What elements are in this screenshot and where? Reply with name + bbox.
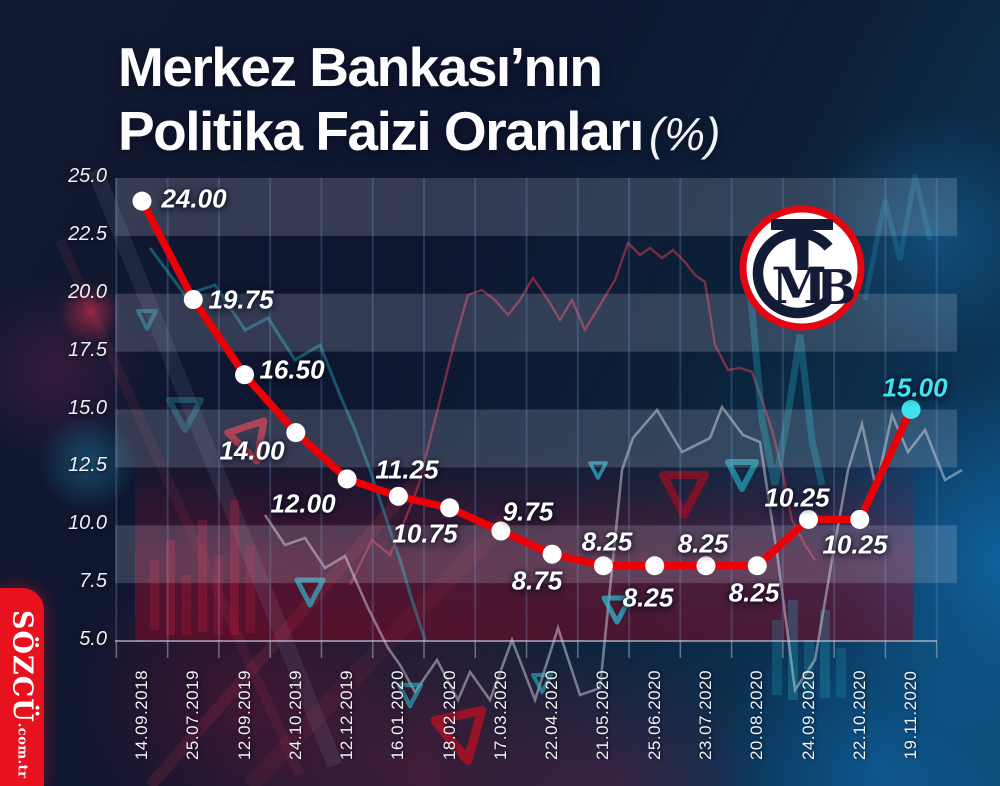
rate-series-line xyxy=(138,197,915,570)
x-axis-label: 22.10.2020 xyxy=(849,669,869,761)
data-point-marker xyxy=(388,486,408,506)
title-line-1: Merkez Bankası’nın xyxy=(118,36,603,98)
triangle-down-icon xyxy=(601,595,633,625)
data-point-label: 8.25 xyxy=(622,582,674,613)
triangle-down-icon xyxy=(588,461,608,480)
gray-decor-line xyxy=(263,404,963,704)
data-point-marker xyxy=(286,423,306,443)
triangle-down-icon xyxy=(136,309,158,331)
grid-band xyxy=(115,525,957,584)
y-axis-label: 5.0 xyxy=(79,628,107,650)
grid-band xyxy=(115,409,957,468)
data-point-label: 11.25 xyxy=(375,454,439,485)
tcmb-letter-m: M xyxy=(771,256,826,315)
data-point-label: 8.25 xyxy=(581,526,633,557)
teal-decor-right xyxy=(862,174,933,301)
light-streaks xyxy=(55,167,517,786)
triangle-down-icon xyxy=(430,706,487,765)
data-point-label: 10.25 xyxy=(764,482,830,513)
teal-decor-thick xyxy=(743,254,826,486)
y-axis-label: 17.5 xyxy=(68,338,107,361)
x-axis-label: 14.09.2018 xyxy=(132,669,151,761)
data-point-label: 9.75 xyxy=(502,496,554,527)
title-line-2: Politika Faizi Oranları (%) xyxy=(118,99,721,162)
data-point-marker xyxy=(440,498,460,518)
y-axis-label: 7.5 xyxy=(79,570,107,593)
y-axis-label: 20.0 xyxy=(68,280,107,303)
triangle-down-icon xyxy=(659,471,709,519)
data-point-marker xyxy=(747,556,767,576)
data-point-label: 8.75 xyxy=(511,565,563,596)
tcmb-logo-icon: M B xyxy=(739,205,865,331)
x-axis-label: 24.10.2019 xyxy=(285,669,305,761)
triangle-down-icon xyxy=(224,417,268,465)
x-axis-label: 18.02.2020 xyxy=(439,669,459,761)
x-axis-label: 20.08.2020 xyxy=(747,669,767,761)
x-axis-label: 23.07.2020 xyxy=(695,669,715,761)
y-axis-label: 25.0 xyxy=(68,165,107,187)
y-axis-label: 15.0 xyxy=(68,396,107,419)
x-axis-label: 16.01.2020 xyxy=(388,669,408,761)
x-axis-label: 24.09.2020 xyxy=(798,669,818,761)
data-point-marker xyxy=(799,509,819,529)
data-point-label: 10.75 xyxy=(392,518,458,549)
x-axis-label: 12.12.2019 xyxy=(337,669,357,761)
y-axis-label: 22.5 xyxy=(68,222,107,245)
x-axis-label: 17.03.2020 xyxy=(490,669,510,761)
data-point-marker xyxy=(132,191,152,211)
page-title: Merkez Bankası’nın Politika Faizi Oranla… xyxy=(118,36,720,164)
data-point-marker xyxy=(491,521,511,541)
data-point-marker xyxy=(235,365,255,385)
data-point-label: 8.25 xyxy=(728,577,780,608)
triangle-down-icon xyxy=(396,682,424,709)
data-point-label: 14.00 xyxy=(219,435,285,466)
data-point-label: 24.00 xyxy=(161,183,227,214)
sozcu-domain: .com.tr xyxy=(14,722,30,779)
triangle-decorations xyxy=(136,309,759,765)
triangle-down-icon xyxy=(725,459,759,492)
title-percent-suffix: (%) xyxy=(648,107,721,160)
sozcu-logo-text: SÖZCÜ.com.tr xyxy=(6,610,38,779)
data-point-label: 16.50 xyxy=(259,354,325,385)
x-axis-label: 25.06.2020 xyxy=(644,669,664,761)
data-point-label: 8.25 xyxy=(677,528,729,559)
triangle-down-icon xyxy=(166,397,204,433)
data-point-label: 12.00 xyxy=(270,488,336,519)
x-axis-label: 19.11.2020 xyxy=(901,670,921,760)
red-decor-line xyxy=(348,240,816,586)
x-axis-label: 21.05.2020 xyxy=(593,669,613,761)
data-point-marker xyxy=(645,556,665,576)
x-axis-label: 12.09.2019 xyxy=(234,669,254,761)
data-point-label: 19.75 xyxy=(208,284,274,315)
data-point-marker xyxy=(901,400,921,419)
data-point-label: 15.00 xyxy=(882,372,948,403)
y-axis-label: 10.0 xyxy=(68,512,107,535)
tcmb-logo: M B xyxy=(736,202,868,334)
x-axis-label: 22.04.2020 xyxy=(542,669,562,761)
x-axis-label: 25.07.2019 xyxy=(183,669,203,761)
tcmb-letter-c xyxy=(752,227,833,319)
sozcu-banner: SÖZCÜ.com.tr xyxy=(0,588,44,786)
data-point-marker xyxy=(337,469,357,489)
data-point-label: 10.25 xyxy=(822,529,888,560)
triangle-down-icon xyxy=(294,577,326,608)
tcmb-letter-b: B xyxy=(816,260,857,316)
data-point-marker xyxy=(850,509,870,529)
data-point-marker xyxy=(593,556,613,576)
triangle-down-icon xyxy=(531,673,553,694)
teal-decor-line xyxy=(148,247,427,641)
data-point-marker xyxy=(696,556,716,576)
y-axis-label: 12.5 xyxy=(68,454,107,477)
tcmb-logo-letters: M B xyxy=(752,219,857,319)
tcmb-logo-ring xyxy=(739,205,865,331)
data-point-marker xyxy=(183,290,203,310)
data-point-marker xyxy=(542,544,562,564)
